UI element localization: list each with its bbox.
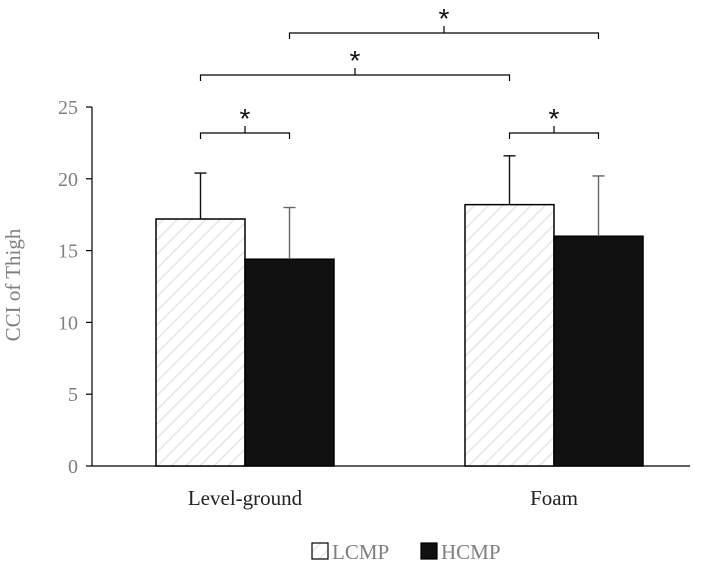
significance-star: * <box>439 3 450 34</box>
y-axis-title: CCI of Thigh <box>1 228 25 341</box>
legend: LCMP HCMP <box>311 540 501 564</box>
significance-bracket <box>288 26 600 39</box>
plot-area: 0 5 10 15 20 25 Level-ground Foam * * * * <box>58 3 690 510</box>
legend-swatch-hcmp <box>420 542 438 560</box>
category-label: Level-ground <box>188 486 303 510</box>
bar-hcmp-foam <box>553 235 644 467</box>
bar-lcmp-foam <box>464 203 555 467</box>
significance-bracket <box>508 126 600 139</box>
legend-label-lcmp: LCMP <box>332 540 389 564</box>
y-tick-label: 15 <box>58 241 78 263</box>
y-tick-label: 5 <box>68 384 78 406</box>
y-tick-label: 0 <box>68 456 78 478</box>
significance-star: * <box>240 103 251 134</box>
y-tick-label: 25 <box>58 97 78 119</box>
category-label: Foam <box>530 486 578 510</box>
legend-label-hcmp: HCMP <box>441 540 501 564</box>
significance-bracket <box>199 68 511 81</box>
legend-swatch-lcmp <box>311 542 329 560</box>
significance-bracket <box>199 126 291 139</box>
y-tick-label: 20 <box>58 169 78 191</box>
y-tick-label: 10 <box>58 312 78 334</box>
bar-lcmp-level-ground <box>155 218 246 467</box>
significance-star: * <box>350 45 361 76</box>
bar-hcmp-level-ground <box>244 258 335 467</box>
significance-star: * <box>549 103 560 134</box>
